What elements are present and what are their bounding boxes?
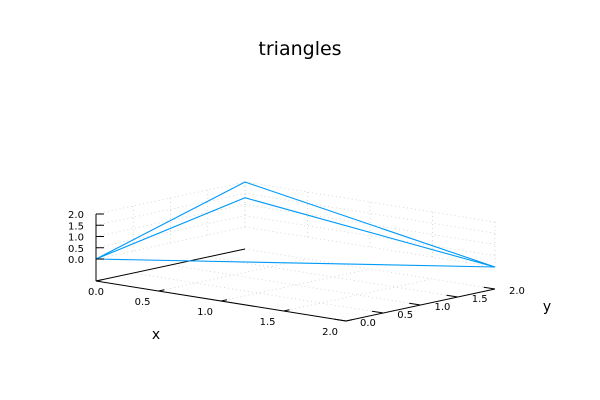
y-tick-mark	[483, 286, 496, 290]
y-tick-mark	[334, 318, 347, 322]
y-tick-label: 2.0	[509, 286, 525, 297]
x-tick-label: 2.0	[322, 327, 338, 338]
grid-line-side-z	[244, 192, 496, 234]
grid-line-floor-x	[220, 268, 371, 302]
y-tick-label: 1.5	[472, 294, 488, 305]
x-tick-mark	[158, 289, 165, 292]
grid	[95, 181, 496, 322]
grid-line-wall-z	[95, 192, 246, 226]
grid-line-floor-x	[283, 278, 433, 312]
y-tick-mark	[409, 302, 421, 306]
y-tick-mark	[446, 294, 458, 298]
z-tick-label: 0.5	[68, 244, 84, 255]
grid-line-side-z	[244, 215, 496, 257]
series-line	[95, 181, 496, 268]
x-axis-label: x	[152, 327, 160, 343]
chart-title: triangles	[258, 38, 341, 60]
x-tick-label: 0.0	[88, 287, 104, 298]
y-tick-label: 0.0	[360, 318, 376, 329]
z-tick-label: 0.0	[68, 255, 84, 266]
series-layer	[95, 181, 496, 268]
y-tick-mark	[371, 310, 384, 314]
x-tick-mark	[95, 279, 103, 282]
x-tick-mark	[345, 319, 353, 322]
grid-line-wall-z	[95, 215, 246, 249]
y-axis-label: y	[543, 299, 551, 315]
x-tick-label: 1.0	[197, 307, 213, 318]
y-tick-label: 1.0	[435, 302, 451, 313]
z-tick-label: 1.5	[68, 221, 84, 232]
ticks: 0.00.51.01.52.00.00.51.01.52.00.00.51.01…	[68, 210, 525, 338]
x-tick-label: 0.5	[135, 297, 151, 308]
grid-line-floor-x	[158, 258, 308, 292]
x-tick-mark	[283, 309, 290, 312]
y-tick-label: 0.5	[397, 310, 413, 321]
x-tick-label: 1.5	[260, 317, 276, 328]
z-tick-label: 2.0	[68, 210, 84, 221]
x-tick-mark	[220, 299, 228, 302]
floor-edge-back	[95, 248, 246, 282]
z-tick-label: 1.0	[68, 233, 84, 244]
